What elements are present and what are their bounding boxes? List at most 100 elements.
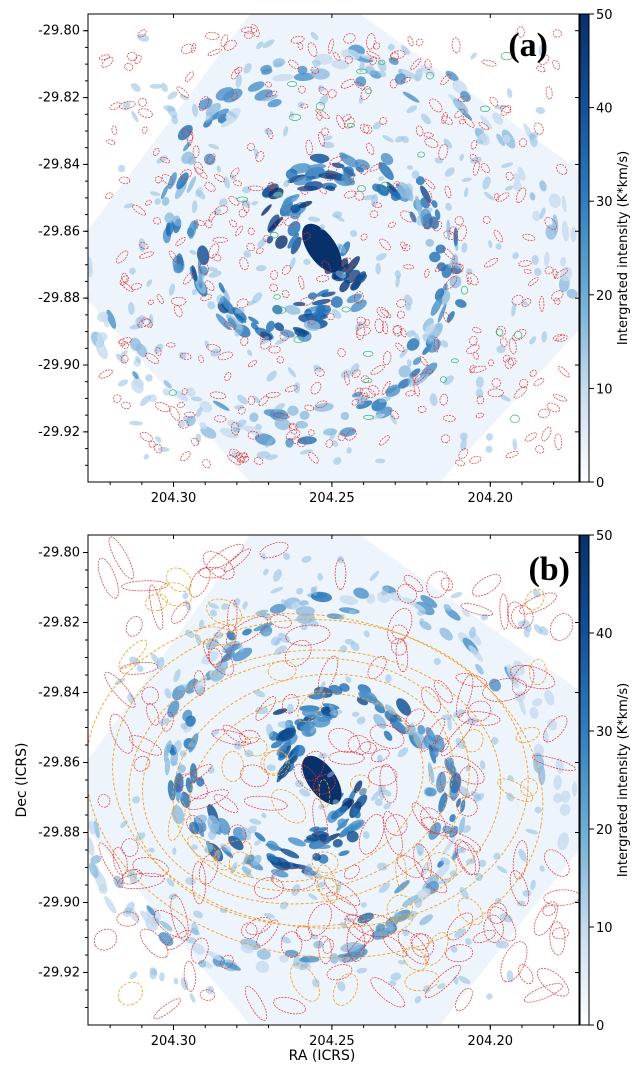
colorbar-tick-label: 30	[596, 725, 613, 740]
emission-clump	[425, 238, 434, 247]
faint-clump	[207, 766, 215, 774]
faint-clump	[335, 270, 347, 279]
clump-contour	[269, 614, 292, 629]
faint-clump	[173, 977, 179, 985]
clump-contour	[462, 116, 475, 128]
panel-b-colorbar	[579, 534, 590, 1026]
clump-contour	[466, 272, 479, 286]
emission-clump	[452, 851, 459, 861]
clump-contour	[198, 96, 209, 111]
clump-contour	[146, 703, 160, 726]
faint-clump	[131, 110, 139, 123]
emission-clump	[294, 718, 306, 727]
medium-structure-contour	[404, 970, 440, 992]
clump-contour	[118, 339, 126, 347]
faint-clump	[345, 676, 352, 683]
clump-contour	[204, 182, 216, 192]
faint-clump	[262, 631, 272, 637]
emission-clump	[397, 378, 411, 389]
faint-clump	[460, 438, 467, 452]
faint-clump	[318, 803, 325, 810]
emission-clump	[181, 151, 194, 164]
medium-structure-contour	[386, 894, 413, 922]
clump-contour	[469, 456, 482, 464]
clump-contour	[366, 50, 381, 60]
clump-contour	[178, 419, 189, 429]
emission-clump	[207, 815, 220, 833]
emission-clump	[240, 943, 254, 954]
clump-contour	[344, 864, 360, 880]
faint-clump	[216, 294, 224, 305]
faint-clump	[391, 913, 399, 925]
emission-clump	[221, 295, 232, 311]
large-structure-contour	[88, 613, 544, 959]
emission-clump	[295, 606, 315, 617]
emission-clump	[51, 782, 63, 795]
clump-contour	[458, 448, 469, 460]
panel-b-colorbar-ticks: 50 40 30 20 10 0	[589, 529, 613, 1034]
clump-contour	[458, 95, 469, 103]
clump-contour	[424, 59, 432, 70]
clump-contour	[475, 412, 485, 419]
green-contour	[363, 414, 374, 420]
faint-clump	[172, 847, 177, 856]
clump-contour	[259, 541, 289, 559]
faint-clump	[378, 396, 392, 403]
clump-contour	[285, 385, 298, 393]
clump-contour	[513, 386, 528, 399]
faint-clump	[237, 394, 248, 405]
clump-contour	[190, 937, 209, 964]
faint-clump	[375, 262, 381, 275]
clump-contour	[441, 112, 448, 124]
panel-a-colorbar-label: Intergrated intensity (K*km/s)	[616, 151, 631, 345]
emission-clump	[321, 291, 336, 298]
faint-clump	[122, 101, 131, 111]
emission-clump	[446, 311, 455, 323]
faint-clump	[189, 993, 196, 1003]
faint-clump	[243, 250, 252, 258]
clump-contour	[229, 219, 238, 228]
faint-clump	[177, 684, 188, 691]
emission-clump	[132, 371, 139, 380]
faint-clump	[455, 737, 466, 750]
emission-clump	[232, 426, 241, 433]
faint-clump	[397, 747, 409, 758]
faint-clump	[167, 106, 178, 118]
emission-clump	[183, 141, 191, 152]
clump-contour	[240, 336, 249, 346]
emission-clump	[358, 691, 368, 700]
faint-clump	[311, 978, 320, 988]
clump-contour	[228, 448, 240, 457]
clump-contour	[161, 173, 174, 185]
faint-clump	[532, 589, 541, 598]
emission-clump	[445, 70, 459, 82]
clump-contour	[142, 126, 148, 134]
clump-contour	[181, 388, 188, 396]
emission-clump	[340, 942, 362, 953]
clump-contour	[211, 729, 252, 746]
clump-contour	[239, 452, 248, 462]
faint-clump	[175, 791, 183, 799]
clump-contour	[239, 764, 269, 788]
faint-clump	[313, 364, 323, 373]
faint-clump	[283, 125, 289, 137]
emission-clump	[390, 191, 401, 202]
faint-clump	[475, 127, 485, 136]
clump-contour	[392, 324, 403, 334]
clump-contour	[227, 454, 241, 466]
faint-clump	[206, 267, 219, 272]
faint-clump	[480, 613, 489, 621]
clump-contour	[454, 108, 466, 119]
emission-clump	[58, 771, 70, 789]
clump-contour	[426, 571, 450, 599]
green-contour	[168, 389, 177, 396]
faint-clump	[157, 446, 170, 452]
medium-structure-contour	[402, 946, 427, 971]
medium-structure-contour	[242, 737, 268, 757]
faint-clump	[485, 445, 493, 453]
faint-clump	[272, 569, 282, 582]
faint-clump	[135, 316, 144, 328]
clump-contour	[208, 243, 220, 259]
faint-clump	[193, 910, 204, 919]
clump-contour	[208, 648, 223, 668]
